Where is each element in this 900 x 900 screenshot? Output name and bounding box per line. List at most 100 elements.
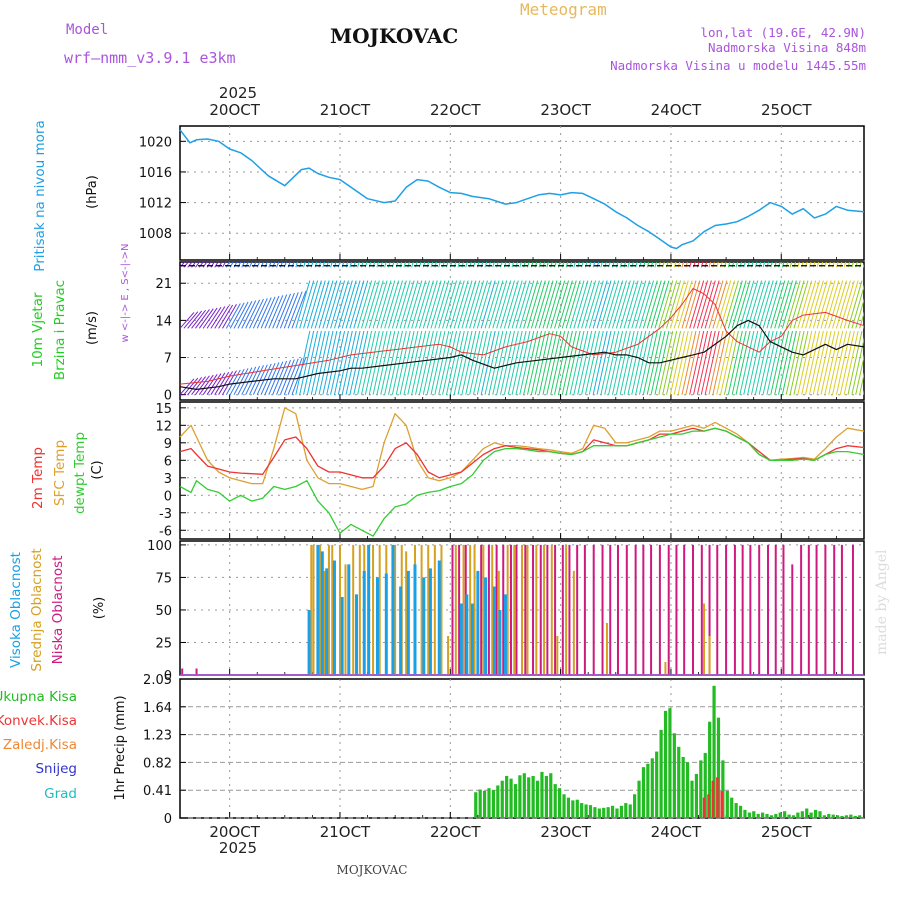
wind-barb <box>357 280 373 329</box>
wind-barb <box>283 358 299 395</box>
wind-barb <box>434 330 450 395</box>
precip-bar <box>694 773 699 818</box>
wind-barb <box>241 366 257 395</box>
wind-barb <box>472 280 488 329</box>
wind-barb <box>411 330 427 395</box>
wind-barb <box>654 280 670 329</box>
wind-barb <box>322 330 338 395</box>
wind-barb <box>716 330 732 395</box>
wind-barb <box>623 280 639 329</box>
wind-barb <box>361 280 376 329</box>
wind-barb <box>318 330 334 395</box>
wind-barb <box>384 280 400 329</box>
wind-barb <box>268 361 284 395</box>
y-tick-label: 1016 <box>139 166 172 181</box>
temp-2m-line <box>179 427 865 479</box>
wind-barb <box>195 375 210 395</box>
wind-barb <box>191 376 206 395</box>
wind-barb <box>291 290 307 329</box>
wind-barb <box>180 262 186 268</box>
wind-barb <box>627 330 643 395</box>
precip-bar <box>628 804 632 818</box>
wind-barb <box>743 330 759 395</box>
wind-barb <box>735 280 751 329</box>
precip-bar <box>730 797 734 818</box>
wind-barb <box>233 368 249 395</box>
day-label-bottom: 22OCT <box>430 823 481 841</box>
station-title: MOJKOVAC <box>330 24 458 48</box>
wind-barb <box>198 262 204 268</box>
y-tick-label: 7 <box>164 352 172 367</box>
wind-barb <box>256 363 272 395</box>
wind-barb <box>503 280 519 329</box>
day-label-bottom: 23OCT <box>540 823 591 841</box>
wind-barb <box>249 298 264 329</box>
wind-barb <box>631 330 647 395</box>
wind-barb <box>604 330 620 395</box>
conv-precip-bar <box>720 790 724 818</box>
p4-label-3: Niska Oblacnost <box>50 556 66 665</box>
footer-station: MOJKOVAC <box>337 863 408 877</box>
wind-barb <box>480 280 496 329</box>
precip-bar <box>699 760 703 818</box>
day-label-top: 25OCT <box>761 101 812 119</box>
wind-barb <box>801 280 817 329</box>
y-tick-label: 14 <box>155 314 172 329</box>
wind-barb <box>615 330 631 395</box>
day-label-bottom: 20OCT <box>209 823 260 841</box>
wind-barb <box>407 280 423 329</box>
y-tick-label: 1.64 <box>143 701 172 716</box>
wind-barb <box>739 330 755 395</box>
precip-bar <box>500 780 504 818</box>
wind-barb <box>337 330 353 395</box>
precip-bar <box>849 814 853 818</box>
precip-bar <box>805 808 809 818</box>
wind-barb <box>569 330 585 395</box>
precip-bar <box>505 775 509 818</box>
wind-barb <box>712 330 728 395</box>
wind-barb <box>639 330 654 395</box>
precip-bar <box>836 815 840 818</box>
wind-barb <box>198 308 214 329</box>
wind-barb <box>341 330 357 395</box>
wind-barb <box>731 330 747 395</box>
wind-barb <box>727 330 743 395</box>
wind-barb <box>785 280 801 329</box>
precip-bar <box>553 784 557 818</box>
wind-barb <box>689 280 705 329</box>
precip-bar <box>650 758 654 818</box>
wind-barb <box>747 280 763 329</box>
wind-barb <box>608 280 624 329</box>
wind-barb <box>353 280 369 329</box>
y-tick-label: 100 <box>147 539 172 554</box>
wind-barb <box>538 280 554 329</box>
p4-label-1: Visoka Oblacnost <box>8 552 24 668</box>
precip-bar <box>571 800 575 818</box>
wind-barb <box>696 280 712 329</box>
wind-barb <box>762 280 778 329</box>
y-tick-label: 0 <box>164 669 172 684</box>
wind-barb <box>789 330 805 395</box>
wind-barb <box>743 280 759 329</box>
wind-barb <box>523 280 539 329</box>
wind-barb <box>669 280 685 329</box>
wind-barb <box>314 280 330 329</box>
year-bottom: 2025 <box>219 839 257 857</box>
precip-bar <box>765 813 769 818</box>
wind-barb <box>797 280 813 329</box>
wind-barb <box>550 280 566 329</box>
wind-barb <box>635 330 651 395</box>
wind-barb <box>704 280 720 329</box>
wind-barb <box>469 330 485 395</box>
wind-barb <box>750 280 766 329</box>
precip-bar <box>813 809 818 818</box>
wind-barb <box>747 330 763 395</box>
wind-barb <box>276 360 291 395</box>
wind-barb <box>673 330 689 395</box>
wind-barb <box>662 330 678 395</box>
wind-barb <box>453 280 469 329</box>
wind-barb <box>855 354 864 395</box>
precip-bar <box>778 812 782 818</box>
y-tick-label: 21 <box>155 277 172 292</box>
wind-barb <box>252 364 268 395</box>
